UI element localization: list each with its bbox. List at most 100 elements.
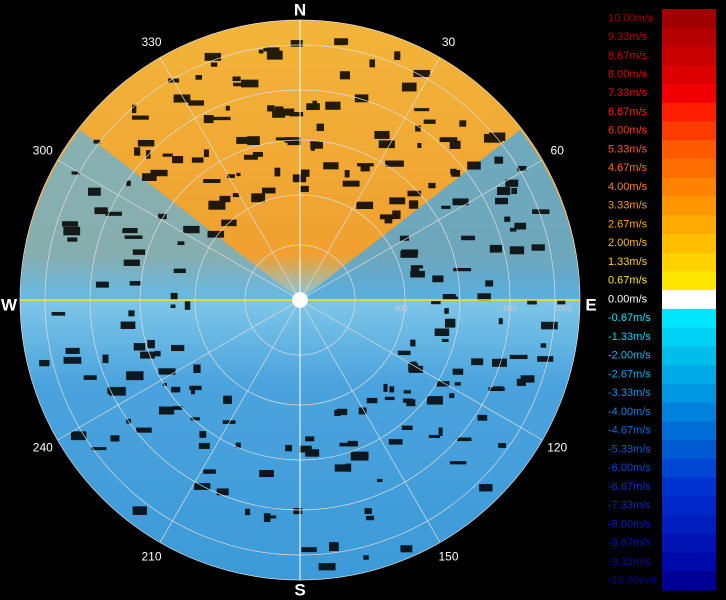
clutter <box>62 221 79 227</box>
clutter <box>520 375 535 383</box>
clutter <box>292 174 307 183</box>
clutter <box>394 51 401 60</box>
clutter <box>413 69 431 78</box>
clutter <box>170 304 176 308</box>
clutter <box>198 442 210 449</box>
azimuth-label: 300 <box>33 144 53 158</box>
clutter <box>323 162 339 170</box>
clutter <box>227 174 235 179</box>
clutter <box>459 120 467 127</box>
azimuth-label: 120 <box>547 441 567 455</box>
spoke <box>299 299 441 543</box>
clutter <box>494 156 504 164</box>
clutter <box>407 190 422 197</box>
range-label: 400 <box>394 304 408 313</box>
radar-center <box>292 292 308 308</box>
legend-label: -8.00m/s <box>608 518 651 530</box>
clutter <box>173 268 186 274</box>
clutter <box>357 163 374 167</box>
clutter <box>389 197 406 205</box>
clutter <box>300 169 310 177</box>
clutter <box>129 281 141 286</box>
clutter <box>347 440 358 447</box>
clutter <box>339 71 350 80</box>
clutter <box>128 310 135 317</box>
clutter <box>334 409 341 417</box>
clutter <box>449 393 455 399</box>
clutter <box>299 445 312 453</box>
legend-swatch <box>662 515 716 535</box>
legend-label: -1.33m/s <box>608 331 651 343</box>
clutter <box>172 406 183 410</box>
clutter <box>442 294 456 300</box>
clutter <box>263 513 271 523</box>
clutter <box>190 389 196 395</box>
clutter <box>216 488 229 496</box>
clutter <box>497 187 511 196</box>
legend-label: -3.33m/s <box>608 387 651 399</box>
clutter <box>389 386 395 393</box>
clutter <box>511 187 518 195</box>
clutter <box>142 173 157 181</box>
spoke <box>57 159 301 301</box>
clutter <box>236 136 252 144</box>
legend-swatch <box>662 65 716 85</box>
clutter <box>471 358 484 366</box>
legend-swatch <box>662 215 716 235</box>
clutter <box>444 308 449 314</box>
clutter <box>177 241 185 246</box>
clutter <box>410 339 416 347</box>
clutter <box>131 115 149 120</box>
legend-label: 7.33m/s <box>608 87 648 99</box>
clutter <box>172 156 184 164</box>
clutter <box>247 136 260 146</box>
clutter <box>194 483 211 490</box>
legend-label: 0.67m/s <box>608 275 648 287</box>
clutter <box>258 49 264 54</box>
clutter <box>439 137 458 143</box>
legend-label: 2.00m/s <box>608 237 648 249</box>
clutter <box>417 142 422 149</box>
clutter <box>245 508 251 516</box>
legend-label: -6.00m/s <box>608 462 651 474</box>
clutter <box>384 217 393 224</box>
clutter <box>495 197 509 205</box>
clutter <box>223 395 232 404</box>
clutter <box>537 356 554 362</box>
legend-swatch <box>662 290 716 310</box>
clutter <box>162 382 167 387</box>
azimuth-label: 330 <box>141 35 161 49</box>
clutter <box>251 193 266 203</box>
clutter <box>527 300 537 305</box>
clutter <box>366 515 375 521</box>
clutter <box>318 563 336 571</box>
clutter <box>123 227 138 234</box>
clutter <box>401 249 419 254</box>
clutter <box>414 108 430 112</box>
clutter <box>428 434 440 439</box>
clutter <box>334 464 351 472</box>
clutter <box>388 439 403 445</box>
legend-label: -10.00m/s <box>608 575 657 587</box>
clutter <box>339 442 355 447</box>
clutter <box>406 399 416 407</box>
clutter <box>415 125 421 132</box>
legend-label: -4.00m/s <box>608 406 651 418</box>
clutter <box>509 246 525 255</box>
clutter <box>150 169 168 177</box>
legend-swatch <box>662 327 716 347</box>
clutter <box>316 123 325 132</box>
clutter <box>123 259 140 266</box>
clutter <box>438 427 443 436</box>
clutter <box>488 387 505 392</box>
clutter <box>83 375 97 380</box>
clutter <box>189 385 202 391</box>
legend-swatch <box>662 252 716 272</box>
clutter <box>383 383 388 392</box>
clutter <box>516 378 526 386</box>
clutter <box>477 414 488 421</box>
clutter <box>354 94 369 103</box>
clutter <box>432 275 444 283</box>
spoke <box>299 299 543 441</box>
legend-label: 10.00m/s <box>608 12 654 24</box>
